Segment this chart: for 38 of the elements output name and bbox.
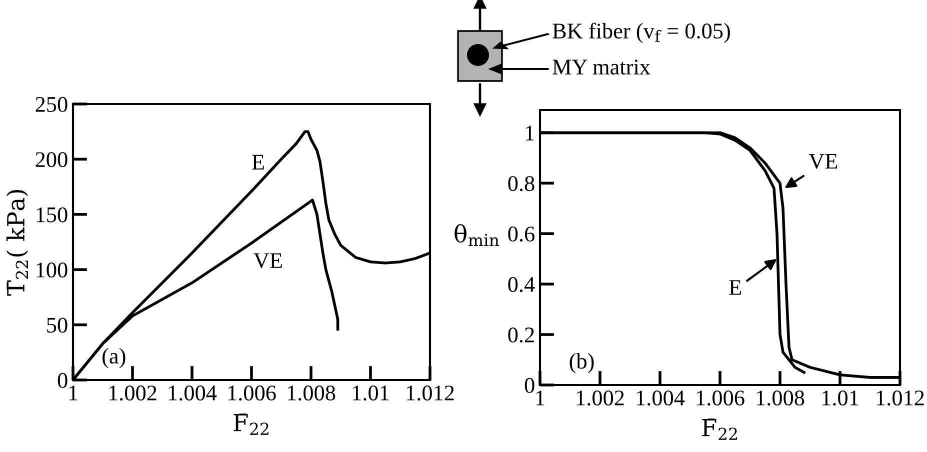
y-tick-label: 0.2 bbox=[508, 327, 534, 343]
y-tick-label: 200 bbox=[36, 152, 68, 168]
x-tick-label: 1 bbox=[69, 386, 78, 400]
y-axis-title: θ$_{min}$ bbox=[454, 224, 500, 246]
annotation: VE bbox=[254, 253, 282, 268]
x-tick-label: 1.008 bbox=[756, 390, 804, 406]
x-tick-label: 1.012 bbox=[876, 390, 924, 406]
y-tick-label: 100 bbox=[36, 262, 68, 278]
y-tick-label: 0.8 bbox=[508, 176, 534, 192]
y-tick-label: 250 bbox=[36, 96, 68, 112]
y-tick-label: 0.6 bbox=[508, 226, 534, 242]
annotation: VE bbox=[808, 154, 838, 169]
text: BK fiber (v$_{f}$ = 0.05) bbox=[552, 22, 730, 44]
x-tick-label: 1.012 bbox=[406, 386, 454, 401]
y-tick-label: 0.4 bbox=[508, 277, 535, 292]
x-tick-label: 1.004 bbox=[636, 390, 685, 406]
annotation: (b) bbox=[570, 353, 594, 374]
annotation: E bbox=[729, 280, 742, 295]
x-tick-label: 1.004 bbox=[168, 386, 217, 401]
y-axis-title: T̄$_{22}$( kPa) bbox=[6, 190, 28, 296]
x-tick-label: 1.01 bbox=[353, 386, 389, 401]
x-tick-label: 1.002 bbox=[109, 386, 156, 401]
x-tick-label: 1.006 bbox=[228, 386, 276, 401]
x-tick-label: 1.008 bbox=[288, 386, 336, 401]
x-axis-title: F̄$_{22}$ bbox=[234, 414, 268, 435]
text: MY matrix bbox=[552, 60, 650, 75]
x-axis-title: F̄$_{22}$ bbox=[702, 418, 737, 440]
y-tick-label: 50 bbox=[47, 318, 68, 333]
y-tick-label: 0 bbox=[58, 372, 68, 388]
annotation: (a) bbox=[102, 348, 126, 368]
x-tick-label: 1.002 bbox=[576, 390, 624, 406]
y-tick-label: 150 bbox=[36, 207, 68, 222]
x-tick-label: 1.01 bbox=[822, 390, 858, 406]
y-tick-label: 0 bbox=[524, 378, 534, 393]
x-tick-label: 1.006 bbox=[696, 390, 744, 406]
x-tick-label: 1 bbox=[536, 390, 544, 406]
annotation: E bbox=[252, 154, 264, 170]
y-tick-label: 1 bbox=[526, 126, 534, 140]
